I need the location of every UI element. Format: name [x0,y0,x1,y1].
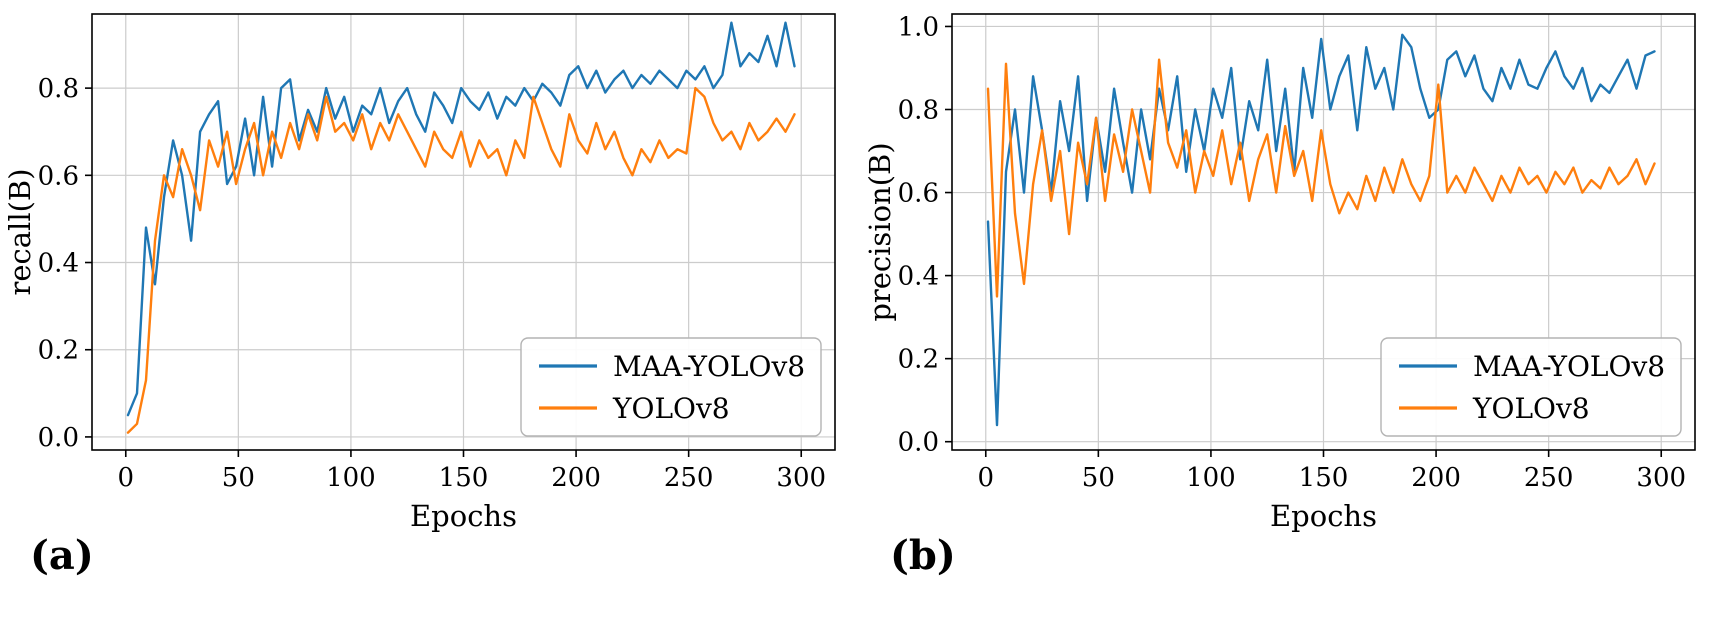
y-tick-label: 0.8 [898,96,939,126]
legend-label: YOLOv8 [612,392,730,425]
x-tick-label: 300 [776,463,826,493]
series-line-YOLOv8 [126,86,796,434]
x-tick-label: 250 [664,463,714,493]
x-tick-label: 300 [1636,463,1686,493]
y-tick-label: 0.0 [898,428,939,458]
y-tick-label: 0.8 [38,74,79,104]
y-tick-label: 0.2 [38,336,79,366]
y-tick-label: 0.6 [38,161,79,191]
figure-b: 0 50 100 150 200 250 300 0.0 0.2 0.4 0.6 0.8 1.0 Epoc… [860,0,1720,625]
x-axis-label: Epochs [410,499,517,533]
y-tick-label: 0.6 [898,179,939,209]
x-tick-label: 150 [1299,463,1349,493]
series-group [126,21,796,434]
x-axis-label: Epochs [1270,499,1377,533]
y-tick-label: 0.4 [38,249,79,279]
gridlines [952,14,1695,450]
x-tick-label: 150 [439,463,489,493]
legend: MAA-YOLOv8 YOLOv8 [1380,337,1682,437]
tick-marks: 0 50 100 150 200 250 300 0.0 0.2 0.4 0.6 0.8 1.0 [898,12,1686,493]
x-tick-label: 0 [117,463,134,493]
y-axis-label: recall(B) [3,168,37,295]
x-tick-label: 250 [1524,463,1574,493]
precision-chart: 0 50 100 150 200 250 300 0.0 0.2 0.4 0.6 0.8 1.0 Epoc… [863,12,1696,533]
x-tick-label: 100 [326,463,376,493]
legend-label: MAA-YOLOv8 [1473,350,1665,383]
series-group [986,33,1656,427]
x-tick-label: 200 [551,463,601,493]
legend: MAA-YOLOv8 YOLOv8 [520,337,822,437]
tick-marks: 0 50 100 150 200 250 300 0.0 0.2 0.4 0.6 0.8 [38,74,826,493]
x-tick-label: 200 [1411,463,1461,493]
y-tick-label: 0.2 [898,345,939,375]
x-tick-label: 0 [977,463,994,493]
figure-a: 0 50 100 150 200 250 300 0.0 0.2 0.4 0.6 0.8 Epochs r… [0,0,860,625]
x-tick-label: 50 [222,463,255,493]
figure-a-caption: (a) [30,532,94,579]
recall-chart: 0 50 100 150 200 250 300 0.0 0.2 0.4 0.6 0.8 Epochs r… [3,13,836,533]
figure-b-caption: (b) [890,532,956,579]
legend-label: YOLOv8 [1472,392,1590,425]
y-tick-label: 0.4 [898,262,939,292]
y-tick-label: 0.0 [38,423,79,453]
x-tick-label: 100 [1186,463,1236,493]
x-tick-label: 50 [1082,463,1115,493]
series-line-YOLOv8 [986,58,1656,298]
series-line-MAA-YOLOv8 [126,21,796,417]
legend-label: MAA-YOLOv8 [613,350,805,383]
y-tick-label: 1.0 [898,12,939,42]
y-axis-label: precision(B) [863,142,897,321]
